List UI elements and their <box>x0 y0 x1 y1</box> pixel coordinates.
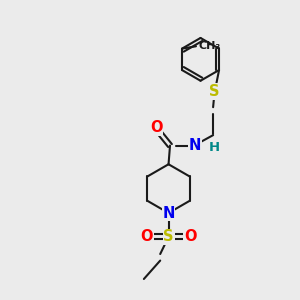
Text: N: N <box>189 138 202 153</box>
Text: H: H <box>209 141 220 154</box>
Text: O: O <box>184 229 197 244</box>
Text: S: S <box>163 229 174 244</box>
Text: N: N <box>162 206 175 220</box>
Text: CH₃: CH₃ <box>198 41 220 51</box>
Text: S: S <box>209 84 220 99</box>
Text: O: O <box>141 229 153 244</box>
Text: O: O <box>150 120 162 135</box>
